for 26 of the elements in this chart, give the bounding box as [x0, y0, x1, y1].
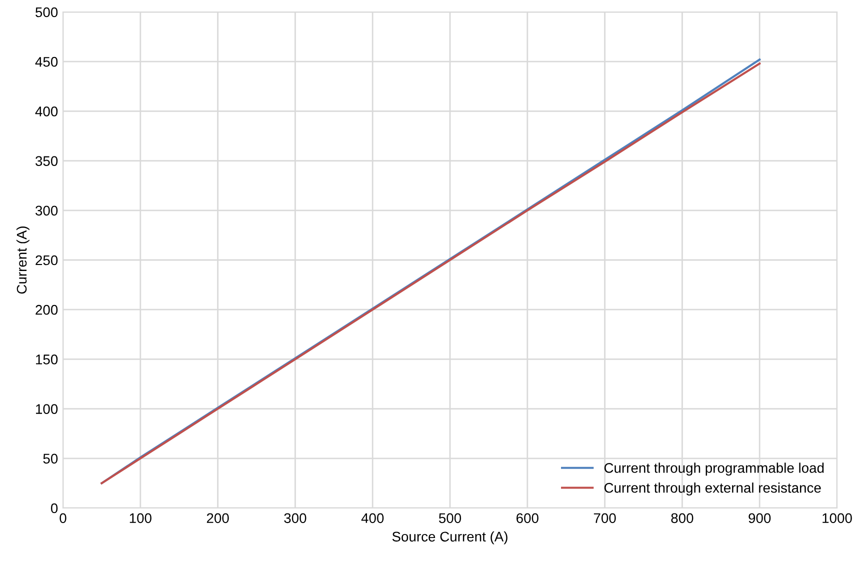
legend-label: Current through programmable load [604, 462, 824, 476]
legend-label: Current through external resistance [604, 482, 821, 496]
y-tick-label: 300 [36, 206, 58, 216]
x-tick-label: 800 [671, 513, 694, 524]
x-tick-label: 900 [748, 513, 771, 524]
x-tick-label: 600 [516, 513, 538, 524]
x-tick-label: 700 [594, 513, 616, 524]
x-tick-label: 200 [206, 513, 229, 524]
y-tick-label: 0 [50, 503, 58, 514]
x-tick-label: 300 [284, 513, 306, 524]
y-tick-label: 400 [35, 106, 58, 116]
y-tick-label: 450 [35, 56, 58, 67]
y-tick-label: 350 [36, 156, 58, 166]
y-tick-label: 500 [36, 7, 58, 18]
x-axis-title: Source Current (A) [392, 531, 508, 544]
y-axis-title: Current (A) [16, 226, 30, 294]
x-tick-label: 400 [361, 513, 384, 524]
y-tick-label: 250 [36, 255, 58, 266]
x-tick-label: 0 [60, 513, 66, 524]
x-tick-label: 100 [130, 513, 152, 524]
y-tick-label: 50 [43, 454, 58, 464]
x-tick-label: 1000 [822, 513, 852, 524]
y-tick-label: 150 [36, 354, 58, 364]
y-tick-label: 200 [36, 304, 58, 315]
x-tick-label: 500 [438, 513, 462, 524]
y-tick-label: 100 [36, 404, 58, 414]
